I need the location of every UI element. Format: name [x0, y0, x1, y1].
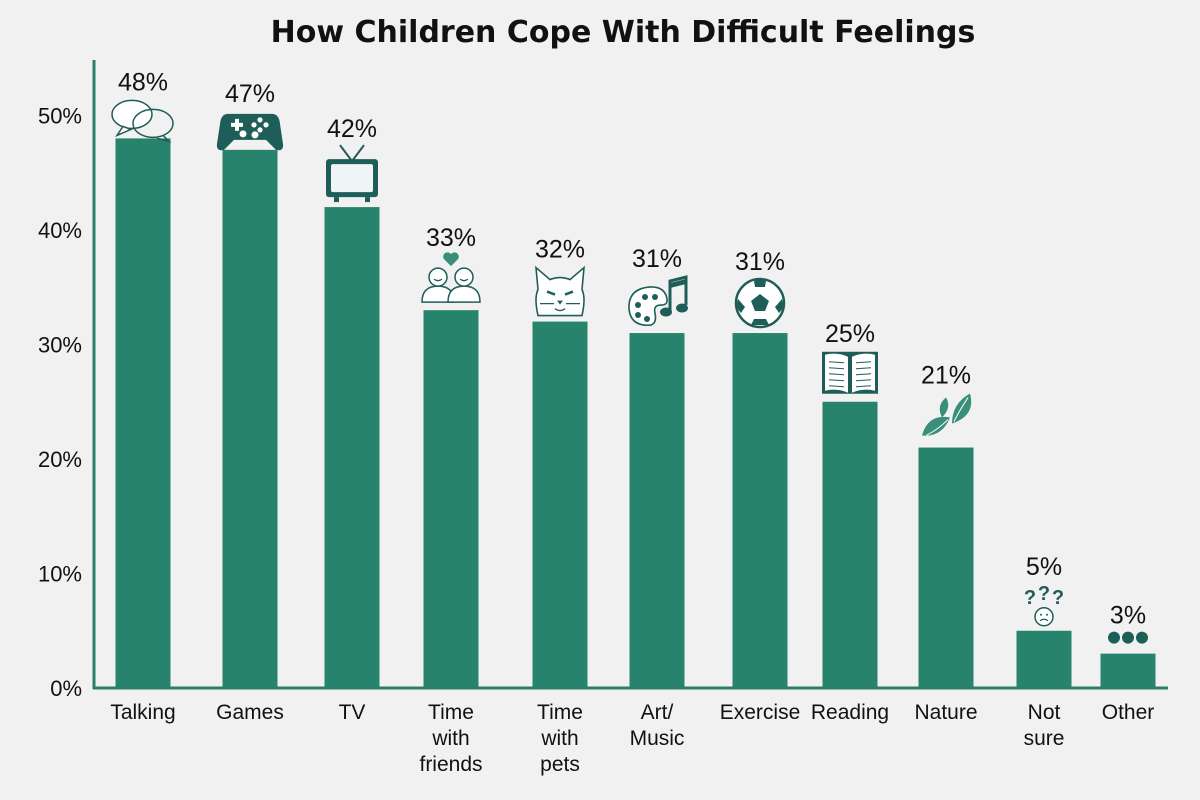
x-tick-label: Nature	[914, 701, 977, 724]
x-tick-label: Not sure	[1024, 701, 1065, 750]
cat-icon	[535, 265, 585, 317]
data-label: 21%	[921, 362, 971, 390]
tv-icon	[326, 144, 378, 203]
y-tick-label: 20%	[38, 447, 82, 472]
y-tick-label: 50%	[38, 104, 82, 129]
data-label: 47%	[225, 80, 275, 108]
data-label: 31%	[735, 248, 785, 276]
bar	[822, 401, 878, 688]
bar	[732, 333, 788, 688]
chart-title: How Children Cope With Difficult Feeling…	[271, 15, 976, 50]
x-tick-label: TV	[339, 701, 366, 724]
leaves-icon	[922, 393, 972, 436]
x-tick-label: Reading	[811, 701, 889, 724]
x-tick-label: Talking	[110, 701, 175, 724]
question-face-icon: ???	[1024, 583, 1064, 627]
x-tick-label: Time with friends	[419, 701, 482, 776]
bar	[1016, 630, 1072, 688]
data-label: 42%	[327, 115, 377, 143]
y-tick-label: 10%	[38, 562, 82, 587]
y-axis: 0% 10% 20% 30% 40% 50%	[38, 60, 96, 701]
bar	[918, 447, 974, 688]
game-controller-icon	[216, 113, 284, 151]
bar	[115, 138, 171, 688]
data-label: 33%	[426, 224, 476, 252]
data-label: 32%	[535, 236, 585, 264]
bar-icons: ???	[111, 99, 1148, 644]
y-tick-label: 40%	[38, 218, 82, 243]
data-labels: 48% 47% 42% 33% 32% 31% 31% 25% 21% 5% 3%	[118, 68, 1146, 629]
data-label: 48%	[118, 68, 168, 96]
data-label: 25%	[825, 320, 875, 348]
bar	[1100, 653, 1156, 688]
bars	[115, 138, 1156, 689]
bar	[629, 333, 685, 688]
x-tick-label: Other	[1102, 701, 1155, 724]
book-icon	[822, 351, 878, 394]
bar	[324, 207, 380, 688]
x-tick-label: Time with pets	[537, 701, 583, 776]
palette-music-icon	[628, 275, 688, 327]
dots-icon	[1108, 631, 1148, 644]
friends-icon	[421, 252, 481, 303]
x-tick-label: Art/Music	[630, 701, 685, 750]
x-tick-label: Games	[216, 701, 284, 724]
speech-bubbles-icon	[111, 99, 174, 143]
data-label: 5%	[1026, 553, 1062, 581]
bar	[222, 149, 278, 689]
data-label: 3%	[1110, 602, 1146, 630]
svg-text:?: ?	[1038, 583, 1050, 605]
y-tick-label: 30%	[38, 333, 82, 358]
bar	[532, 321, 588, 688]
svg-text:?: ?	[1024, 587, 1036, 609]
soccer-ball-icon	[734, 277, 786, 329]
svg-text:?: ?	[1052, 587, 1064, 609]
data-label: 31%	[632, 245, 682, 273]
y-tick-label: 0%	[50, 676, 82, 701]
x-axis: Talking Games TV Time with friends Time with pet…	[93, 686, 1168, 776]
x-tick-label: Exercise	[720, 701, 801, 724]
bar	[423, 310, 479, 688]
